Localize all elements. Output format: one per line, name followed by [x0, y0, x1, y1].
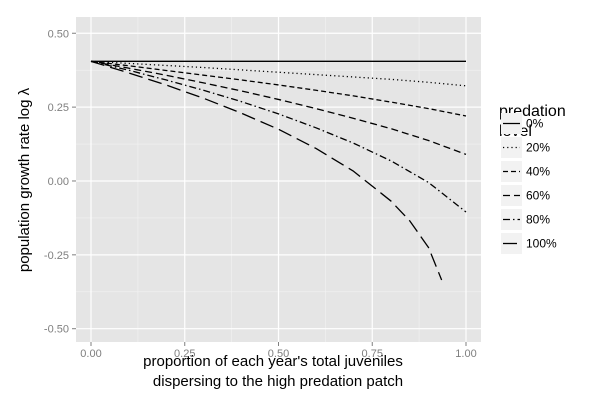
x-axis-title-line-2: dispersing to the high predation patch [153, 373, 403, 390]
series-line-100pct [90, 60, 443, 281]
legend-label: 60% [526, 189, 550, 203]
y-axis-ticks: -0.50 -0.25 0.00 0.25 0.50 [44, 28, 76, 336]
y-axis-title: population growth rate log λ [16, 87, 33, 272]
series-line-80pct [90, 60, 467, 213]
series-line-60pct [90, 60, 467, 155]
major-gridlines [76, 17, 481, 342]
y-tick-label: 0.50 [48, 28, 69, 40]
legend-items: 0% 20% 40% 60% 80% 100% [501, 113, 557, 254]
y-tick-label: -0.25 [44, 250, 69, 262]
series-lines [90, 60, 467, 281]
legend-key-box [501, 185, 522, 206]
x-tick-label: 0.50 [268, 348, 289, 360]
legend-label: 0% [526, 117, 544, 131]
x-tick-label: 0.75 [362, 348, 383, 360]
y-tick-label: 0.25 [48, 102, 69, 114]
legend-label: 40% [526, 165, 550, 179]
legend-label: 20% [526, 141, 550, 155]
y-tick-label: -0.50 [44, 324, 69, 336]
legend: predation level 0%20%40%60%80%100% [499, 103, 566, 254]
x-axis-ticks: 0.00 0.25 0.50 0.75 1.00 [80, 342, 477, 360]
y-tick-label: 0.00 [48, 176, 69, 188]
x-tick-label: 0.25 [174, 348, 195, 360]
x-tick-label: 0.00 [80, 348, 101, 360]
legend-label: 80% [526, 213, 550, 227]
series-line-40pct [90, 60, 467, 117]
x-tick-label: 1.00 [455, 348, 476, 360]
x-axis-title-line-1: proportion of each year's total juvenile… [143, 353, 403, 370]
legend-label: 100% [526, 237, 557, 251]
legend-key-box [501, 209, 522, 230]
